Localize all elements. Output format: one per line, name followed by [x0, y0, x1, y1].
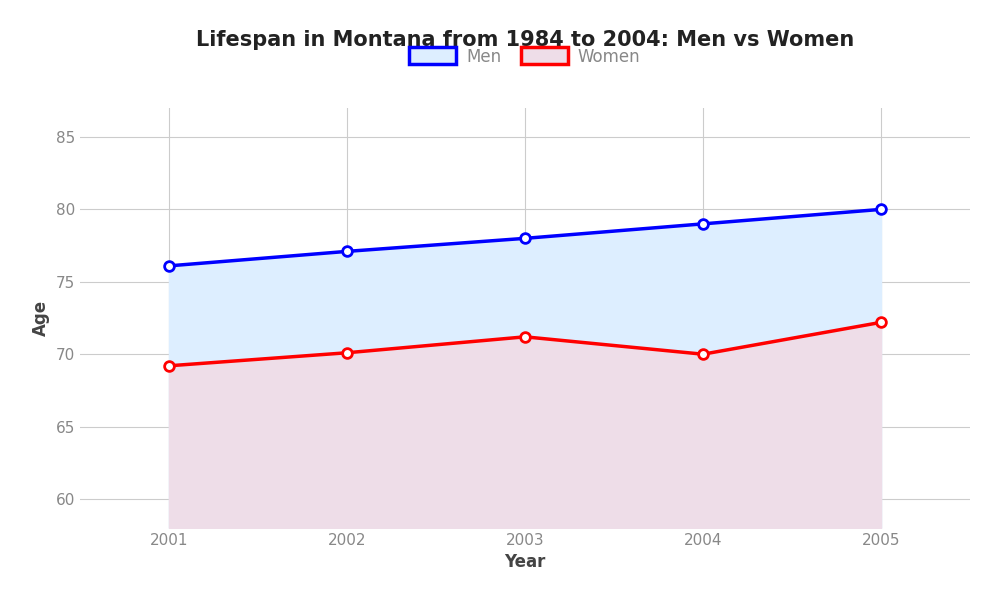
Y-axis label: Age: Age	[32, 300, 50, 336]
Title: Lifespan in Montana from 1984 to 2004: Men vs Women: Lifespan in Montana from 1984 to 2004: M…	[196, 29, 854, 49]
X-axis label: Year: Year	[504, 553, 546, 571]
Legend: Men, Women: Men, Women	[403, 41, 647, 72]
